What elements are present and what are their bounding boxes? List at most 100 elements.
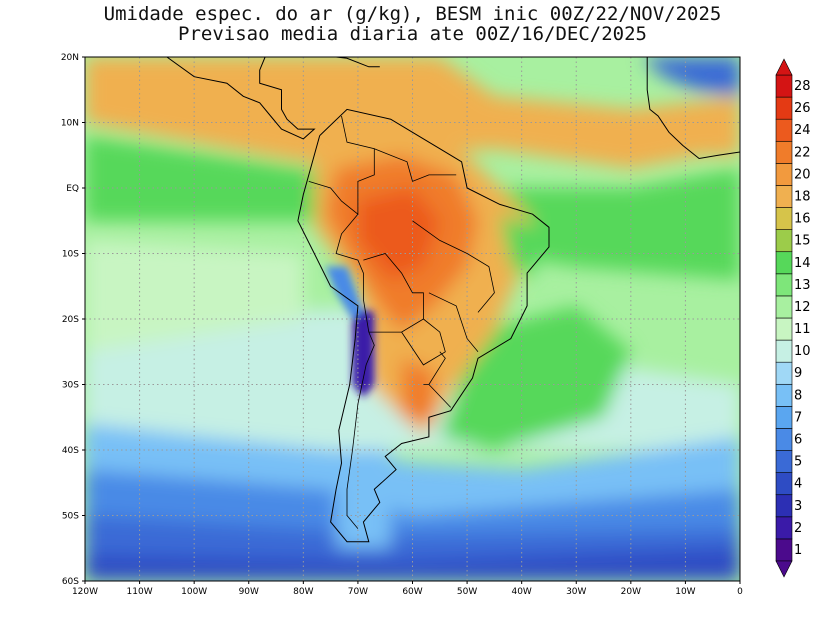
chart-title-line2: Previsao media diaria ate 00Z/16/DEC/202… <box>178 23 647 45</box>
longitude-axis: 120W 110W 100W 90W 80W 70W 60W 50W 40W 30W 20W 10W 0 <box>72 581 743 597</box>
colorbar-label: 20 <box>794 167 811 182</box>
colorbar-cell <box>775 450 793 473</box>
colorbar-cell <box>775 74 793 98</box>
field-ne-brazil-green <box>499 214 538 280</box>
colorbar-cell <box>775 516 793 540</box>
colorbar-cell <box>775 494 793 518</box>
lat-tick-label: 60S <box>62 577 79 587</box>
colorbar-cell <box>775 428 793 451</box>
colorbar-label: 24 <box>794 123 811 138</box>
caribbean-coast <box>276 57 380 68</box>
lon-tick-label: 20W <box>621 587 641 597</box>
lat-tick-label: 20S <box>62 315 79 325</box>
colorbar-cell <box>775 538 793 562</box>
field-south-plains <box>401 358 435 424</box>
colorbar-cell <box>775 96 793 120</box>
central-america-coast <box>166 57 316 140</box>
chart-title-line1: Umidade espec. do ar (g/kg), BESM inic 0… <box>103 3 722 25</box>
country-border <box>346 331 375 529</box>
lon-tick-label: 100W <box>181 587 207 597</box>
lon-tick-label: 30W <box>566 587 586 597</box>
lon-tick-label: 110W <box>127 587 153 597</box>
colorbar-label: 16 <box>794 212 811 227</box>
colorbar-cell <box>775 295 793 319</box>
colorbar-cell <box>775 229 793 253</box>
lon-tick-label: 60W <box>402 587 422 597</box>
lon-tick-label: 70W <box>348 587 368 597</box>
country-border <box>412 220 495 313</box>
humidity-field <box>85 57 740 581</box>
colorbar-cell <box>775 273 793 297</box>
colorbar-cell <box>775 406 793 429</box>
colorbar-label: 9 <box>794 366 802 381</box>
colorbar-label: 3 <box>794 499 802 514</box>
colorbar-cell <box>775 251 793 275</box>
colorbar-label: 15 <box>794 234 811 249</box>
lat-tick-label: EQ <box>66 184 79 194</box>
colorbar-cell <box>775 472 793 496</box>
colorbar-label: 1 <box>794 543 802 558</box>
colorbar-max-arrow <box>775 58 793 76</box>
colorbar-cell <box>775 361 793 385</box>
country-border <box>363 253 424 333</box>
colorbar-label: 2 <box>794 521 802 536</box>
colorbar-label: 10 <box>794 344 811 359</box>
country-border <box>428 292 479 353</box>
colorbar-label: 26 <box>794 101 811 116</box>
africa-coast <box>646 57 740 160</box>
colorbar-label: 4 <box>794 477 802 492</box>
colorbar-cell <box>775 163 793 186</box>
field-andes-dry <box>352 305 375 398</box>
colorbar-cell <box>775 118 793 142</box>
colorbar-label: 6 <box>794 433 802 448</box>
lat-tick-label: 10S <box>62 250 79 260</box>
lat-tick-label: 30S <box>62 381 79 391</box>
lat-tick-label: 50S <box>62 512 79 522</box>
field-moist-atlantic <box>439 305 631 450</box>
lon-tick-label: 80W <box>293 587 313 597</box>
field-deep-amazon <box>357 188 440 280</box>
colorbar-label: 7 <box>794 410 802 425</box>
colorbar-label: 28 <box>794 79 811 94</box>
colorbar-label: 12 <box>794 300 811 315</box>
lon-tick-label: 40W <box>511 587 531 597</box>
lon-tick-label: 90W <box>239 587 259 597</box>
colorbar-cell <box>775 317 793 341</box>
lat-tick-label: 40S <box>62 446 79 456</box>
colorbar-min-arrow <box>775 560 793 578</box>
lat-tick-label: 20N <box>61 53 79 63</box>
country-border <box>335 213 370 333</box>
colorbar-label: 13 <box>794 278 811 293</box>
country-border <box>428 351 446 385</box>
field-peru-dry <box>325 266 364 319</box>
country-border <box>374 148 457 182</box>
colorbar-label: 5 <box>794 455 802 470</box>
colorbar-cell <box>775 383 793 407</box>
colorbar-label: 18 <box>794 190 811 205</box>
field-africa-moist <box>647 109 740 156</box>
field-dark-blue-far-south <box>85 548 740 581</box>
colorbar-cell <box>775 185 793 208</box>
south-america-coast <box>297 108 550 543</box>
lon-tick-label: 10W <box>675 587 695 597</box>
graticule <box>85 57 740 581</box>
coastlines <box>166 57 740 543</box>
country-border <box>401 318 446 366</box>
country-border <box>308 115 375 216</box>
field-patagonia <box>336 450 391 549</box>
colorbar-cell <box>775 207 793 230</box>
colorbar-label: 14 <box>794 256 811 271</box>
field-africa-dry <box>641 57 740 97</box>
colorbar-label: 11 <box>794 322 811 337</box>
lon-tick-label: 0 <box>737 587 743 597</box>
colorbar-label: 8 <box>794 388 802 403</box>
lon-tick-label: 120W <box>72 587 98 597</box>
colorbar-label: 22 <box>794 145 811 160</box>
colorbar-cell <box>775 140 793 164</box>
colorbar-cell <box>775 339 793 363</box>
lon-tick-label: 50W <box>457 587 477 597</box>
latitude-axis: 20N 10N EQ 10S 20S 30S 40S 50S 60S <box>61 53 85 587</box>
lat-tick-label: 10N <box>61 119 79 129</box>
